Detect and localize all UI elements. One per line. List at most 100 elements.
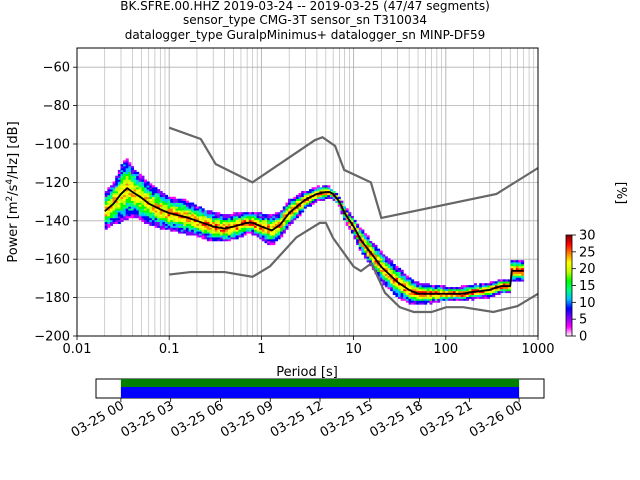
density-cell <box>128 191 132 194</box>
density-cell <box>479 285 483 288</box>
density-cell <box>136 212 140 215</box>
density-cell <box>269 242 273 246</box>
density-cell <box>212 223 216 226</box>
density-cell <box>172 227 176 230</box>
density-cell <box>214 235 218 238</box>
density-cell <box>505 279 509 282</box>
density-cell <box>138 204 142 207</box>
density-cell <box>172 223 176 226</box>
density-cell <box>280 227 284 230</box>
density-cell <box>133 189 137 192</box>
density-cell <box>209 229 213 232</box>
density-cell <box>180 223 184 226</box>
density-cell <box>214 233 218 236</box>
density-cell <box>348 217 352 221</box>
density-cell <box>149 194 153 198</box>
density-cell <box>254 216 258 219</box>
density-cell <box>329 194 333 198</box>
density-cell <box>193 214 197 217</box>
density-cell <box>494 288 498 292</box>
density-cell <box>505 290 509 294</box>
y-axis-ticks: −60−80−100−120−140−160−180−200 <box>34 61 77 345</box>
density-cell <box>246 214 250 217</box>
density-cell <box>193 204 197 207</box>
density-cell <box>133 212 137 215</box>
density-cell <box>120 166 124 169</box>
density-cell <box>403 277 407 280</box>
density-cell <box>172 210 176 213</box>
density-cell <box>513 273 517 276</box>
density-cell <box>130 212 134 215</box>
density-cell <box>382 256 386 259</box>
density-cell <box>277 216 281 219</box>
density-cell <box>303 191 307 194</box>
density-cell <box>290 206 294 209</box>
density-cell <box>432 296 436 299</box>
density-cell <box>361 239 365 242</box>
density-cell <box>206 239 210 242</box>
density-cell <box>298 212 302 215</box>
density-cell <box>447 287 451 290</box>
density-cell <box>518 265 522 269</box>
density-cell <box>230 233 234 236</box>
density-cell <box>350 217 354 221</box>
density-cell <box>293 196 297 200</box>
density-cell <box>248 227 252 230</box>
density-cell <box>199 216 203 219</box>
density-cell <box>246 223 250 226</box>
density-cell <box>240 225 244 228</box>
density-cell <box>311 202 315 205</box>
density-cell <box>395 285 399 288</box>
density-cell <box>185 229 189 232</box>
density-cell <box>261 233 265 236</box>
density-cell <box>395 277 399 280</box>
density-cell <box>411 287 415 290</box>
density-cell <box>384 275 388 278</box>
density-cell <box>500 281 504 284</box>
density-cell <box>411 292 415 296</box>
density-cell <box>214 219 218 223</box>
density-cell <box>233 235 237 238</box>
density-cell <box>267 225 271 228</box>
density-cell <box>164 212 168 215</box>
density-cell <box>115 177 119 180</box>
density-cell <box>167 202 171 205</box>
colorbar-label: [%] <box>613 182 628 205</box>
density-cell <box>353 233 357 236</box>
density-cell <box>272 233 276 236</box>
density-cell <box>167 200 171 203</box>
density-cell <box>125 169 129 173</box>
density-cell <box>128 208 132 211</box>
density-cell <box>230 217 234 221</box>
density-cell <box>144 185 148 188</box>
density-cell <box>117 219 121 223</box>
density-cell <box>123 175 127 178</box>
density-cell <box>392 275 396 278</box>
density-cell <box>209 239 213 242</box>
density-cell <box>138 192 142 196</box>
density-cell <box>222 219 226 223</box>
density-cell <box>345 219 349 223</box>
density-cell <box>172 216 176 219</box>
density-cell <box>178 212 182 215</box>
density-cell <box>455 294 459 297</box>
density-cell <box>130 168 134 171</box>
density-cell <box>196 233 200 236</box>
density-cell <box>392 283 396 286</box>
density-cell <box>219 239 223 242</box>
density-cell <box>303 200 307 203</box>
density-cell <box>384 258 388 261</box>
density-cell <box>384 265 388 269</box>
density-cell <box>183 214 187 217</box>
density-cell <box>319 187 323 190</box>
density-cell <box>112 217 116 221</box>
density-cell <box>154 196 158 200</box>
density-cell <box>521 265 525 269</box>
density-cell <box>201 214 205 217</box>
density-cell <box>162 216 166 219</box>
density-cell <box>463 294 467 297</box>
density-cell <box>353 235 357 238</box>
density-cell <box>303 204 307 207</box>
density-cell <box>505 288 509 292</box>
